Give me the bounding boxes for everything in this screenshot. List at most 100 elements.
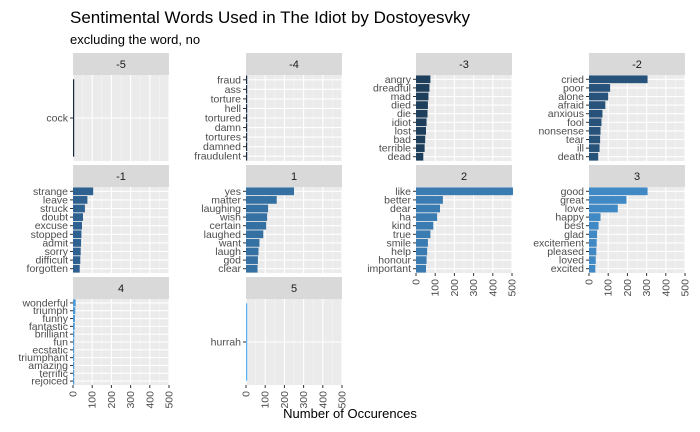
bar xyxy=(416,221,434,230)
y-tick-label: admit xyxy=(42,237,68,249)
y-tick-label: mad xyxy=(391,91,412,103)
facet-strip xyxy=(246,165,342,187)
bar xyxy=(73,338,75,346)
bar xyxy=(416,101,428,109)
bar xyxy=(246,303,248,381)
y-tick-label: ha xyxy=(399,212,411,224)
bar xyxy=(73,79,75,157)
y-tick-label: triumphant xyxy=(18,352,68,364)
bar xyxy=(416,247,428,256)
facet-strip xyxy=(246,277,342,299)
y-tick-label: dear xyxy=(390,203,412,215)
y-tick-label: fraudulent xyxy=(194,151,241,163)
y-tick-label: dead xyxy=(388,151,412,163)
bar xyxy=(589,118,602,127)
facet-strip-label: -4 xyxy=(289,59,299,71)
y-tick-label: amazing xyxy=(28,360,68,372)
y-tick-label: hell xyxy=(225,103,241,115)
y-tick-label: glad xyxy=(564,229,584,241)
y-tick-label: dreadful xyxy=(373,82,411,94)
y-tick-label: clear xyxy=(218,263,241,275)
facet-strip-label: 4 xyxy=(118,283,124,295)
bar xyxy=(416,92,429,101)
y-tick-label: kind xyxy=(392,220,411,232)
x-tick-label: 0 xyxy=(411,279,423,285)
bar xyxy=(589,101,606,109)
bar xyxy=(589,135,601,144)
facet-strip-label: -2 xyxy=(632,59,642,71)
bar xyxy=(589,264,596,273)
y-tick-label: lost xyxy=(395,125,411,137)
y-tick-label: help xyxy=(391,246,411,258)
x-tick-label: 200 xyxy=(449,279,461,297)
y-tick-label: want xyxy=(218,237,241,249)
y-tick-label: difficult xyxy=(36,255,69,267)
chart-title: Sentimental Words Used in The Idiot by D… xyxy=(70,8,470,27)
y-tick-label: stopped xyxy=(31,229,69,241)
y-tick-label: ecstatic xyxy=(32,344,68,356)
bar xyxy=(589,196,627,204)
y-tick-label: idiot xyxy=(392,117,411,129)
bar xyxy=(589,187,648,196)
y-tick-label: fraud xyxy=(217,74,241,86)
y-tick-label: damned xyxy=(203,141,241,153)
bar xyxy=(73,307,76,315)
y-tick-label: tortures xyxy=(205,132,241,144)
bar xyxy=(589,75,648,84)
facet-strip-label: -3 xyxy=(459,59,469,71)
facet-strip xyxy=(73,277,169,299)
bar xyxy=(73,369,75,377)
bar xyxy=(73,196,88,204)
bar xyxy=(246,221,267,230)
bar xyxy=(589,92,609,101)
bar xyxy=(246,75,248,85)
y-tick-label: angry xyxy=(385,74,412,86)
x-tick-label: 100 xyxy=(260,391,272,409)
bar xyxy=(246,196,277,204)
y-tick-label: great xyxy=(560,194,584,206)
x-tick-label: 200 xyxy=(106,391,118,409)
x-tick-label: 300 xyxy=(468,279,480,297)
y-tick-label: certain xyxy=(209,220,241,232)
y-tick-label: god xyxy=(223,255,241,267)
bar xyxy=(73,330,75,338)
bar xyxy=(73,213,83,221)
y-tick-label: excited xyxy=(551,263,584,275)
bar xyxy=(246,132,248,142)
y-tick-label: torture xyxy=(211,93,242,105)
y-tick-label: laughing xyxy=(201,203,241,215)
bar xyxy=(246,247,259,256)
bar xyxy=(416,213,438,221)
facet-strip-label: 3 xyxy=(634,171,640,183)
y-tick-label: forgotten xyxy=(27,263,69,275)
bar xyxy=(73,361,75,369)
y-tick-label: sorry xyxy=(45,246,69,258)
x-tick-label: 300 xyxy=(641,279,653,297)
bar xyxy=(589,256,596,264)
x-tick-label: 400 xyxy=(317,391,329,409)
bar xyxy=(246,94,248,104)
bar xyxy=(589,144,600,152)
bar xyxy=(246,113,248,123)
bar xyxy=(589,221,599,230)
bar xyxy=(416,264,426,273)
bar xyxy=(246,123,248,132)
x-tick-label: 400 xyxy=(660,279,672,297)
y-tick-label: leave xyxy=(43,194,68,206)
y-tick-label: death xyxy=(558,151,584,163)
bar xyxy=(73,346,75,354)
bar xyxy=(589,204,618,213)
bar xyxy=(246,187,294,196)
bar xyxy=(73,221,83,230)
bar xyxy=(589,230,598,239)
y-tick-label: funny xyxy=(42,313,68,325)
bar xyxy=(416,239,428,247)
y-tick-label: fantastic xyxy=(29,321,68,333)
bar xyxy=(246,204,269,213)
y-tick-label: nonsense xyxy=(538,125,584,137)
y-tick-label: excuse xyxy=(35,220,68,232)
y-tick-label: true xyxy=(393,229,411,241)
bar xyxy=(246,230,264,239)
bar xyxy=(73,247,81,256)
